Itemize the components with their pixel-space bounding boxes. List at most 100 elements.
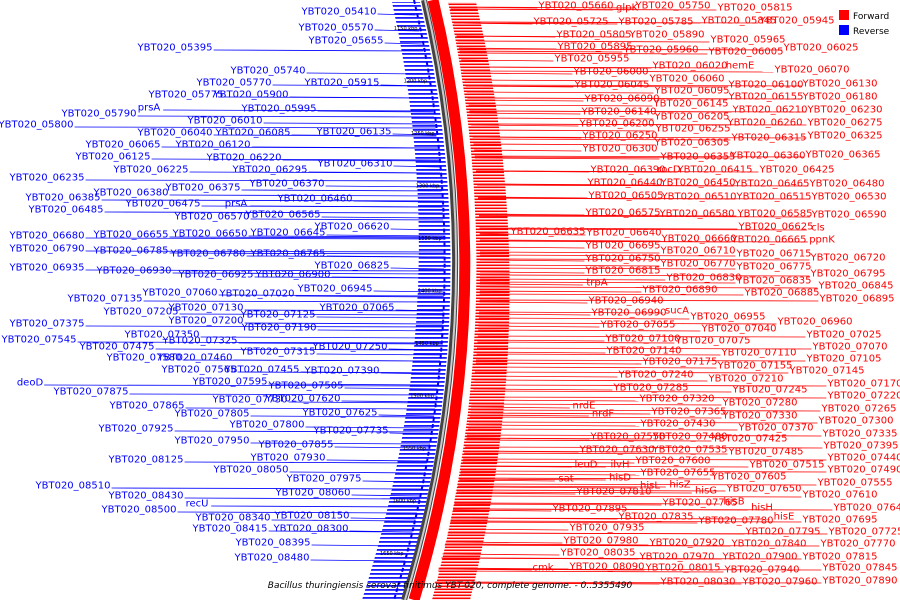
forward-connector	[479, 228, 807, 231]
forward-gene-label: YBT020_06045	[574, 80, 650, 91]
reverse-gene-label: YBT020_06765	[250, 249, 326, 260]
forward-gene-label: ilvH	[611, 460, 630, 471]
forward-gene-label: YBT020_07265	[821, 404, 897, 415]
forward-gene-label: YBT020_07145	[789, 366, 865, 377]
kbp-tick-label: 1550 kbp	[403, 446, 427, 452]
forward-strand-band	[432, 2, 510, 600]
forward-connector	[434, 581, 822, 584]
forward-connector	[450, 521, 698, 524]
forward-connector	[477, 347, 812, 350]
reverse-gene-label: YBT020_07475	[79, 342, 155, 353]
forward-connector	[441, 557, 722, 560]
forward-gene-label: YBT020_05660	[538, 1, 614, 12]
reverse-gene-label: YBT020_07130	[168, 303, 244, 314]
forward-connector	[480, 267, 736, 270]
forward-connector	[465, 84, 802, 87]
forward-connector	[479, 227, 738, 230]
forward-connector	[457, 40, 710, 43]
forward-connector	[434, 582, 742, 585]
forward-gene-label: YBT020_07935	[569, 523, 645, 534]
forward-connector	[437, 570, 724, 573]
forward-connector	[470, 409, 821, 412]
reverse-gene-label: YBT020_07595	[192, 377, 268, 388]
reverse-connector	[129, 393, 437, 396]
legend-forward-label: Forward	[853, 12, 889, 22]
reverse-gene-label: YBT020_08050	[213, 465, 289, 476]
forward-gene-label: hisB	[723, 497, 744, 508]
reverse-gene-label: YBT020_05395	[137, 43, 213, 54]
forward-connector	[480, 258, 810, 261]
forward-gene-label: YBT020_06885	[744, 288, 820, 299]
forward-gene-label: YBT020_06300	[582, 144, 658, 155]
forward-connector	[474, 371, 789, 374]
genome-backbone	[362, 0, 510, 600]
reverse-gene-label: YBT020_07875	[53, 387, 129, 398]
reverse-gene-label: YBT020_08395	[235, 538, 311, 549]
reverse-connector	[250, 218, 444, 221]
forward-gene-label: cls	[811, 223, 825, 234]
forward-gene-label: YBT020_05955	[554, 54, 630, 65]
forward-gene-label: glpK	[616, 3, 638, 14]
reverse-gene-label: YBT020_06790	[9, 244, 85, 255]
reverse-connector	[85, 250, 445, 253]
reverse-gene-label: YBT020_07805	[174, 409, 250, 420]
forward-gene-label: YBT020_06580	[659, 209, 735, 220]
forward-connector	[478, 197, 811, 200]
forward-connector	[477, 335, 806, 338]
forward-connector	[450, 6, 635, 9]
forward-gene-label: YBT020_06575	[585, 208, 661, 219]
reverse-gene-label: YBT020_08300	[273, 524, 349, 535]
forward-gene-label: YBT020_07795	[745, 527, 821, 538]
forward-gene-label: YBT020_06200	[579, 119, 655, 130]
forward-connector	[470, 117, 654, 120]
forward-gene-label: YBT020_06990	[591, 308, 667, 319]
forward-gene-label: YBT020_07600	[635, 456, 711, 467]
reverse-connector	[155, 348, 442, 351]
forward-connector	[479, 286, 818, 289]
forward-connector	[456, 35, 629, 38]
forward-gene-label: YBT020_07835	[618, 512, 694, 523]
reverse-connector	[101, 199, 443, 202]
forward-gene-label: YBT020_07395	[823, 441, 899, 452]
reverse-gene-label: YBT020_05740	[230, 66, 306, 77]
reverse-connector	[85, 179, 441, 182]
reverse-gene-label: YBT020_06655	[93, 230, 169, 241]
kbp-tick-label: 1450 kbp	[415, 341, 439, 347]
forward-gene-label: YBT020_07240	[618, 370, 694, 381]
forward-gene-label: YBT020_07655	[640, 468, 716, 479]
forward-gene-label: trpA	[586, 278, 607, 289]
forward-gene-label: YBT020_06940	[588, 296, 664, 307]
reverse-gene-label: YBT020_06930	[96, 266, 172, 277]
reverse-gene-label: YBT020_07565	[161, 365, 237, 376]
forward-gene-label: YBT020_07055	[600, 320, 676, 331]
forward-gene-label: cmk	[532, 563, 553, 574]
reverse-connector	[169, 236, 444, 239]
forward-connector	[469, 416, 722, 419]
forward-gene-label: YBT020_06815	[585, 266, 661, 277]
forward-gene-label: YBT020_05890	[629, 30, 705, 41]
kbp-tick-label: 1300 kbp	[416, 184, 440, 190]
forward-connector	[479, 281, 736, 284]
forward-connector	[476, 353, 721, 356]
forward-gene-label: ppnK	[809, 235, 835, 246]
reverse-connector	[163, 109, 434, 112]
forward-gene-label: YBT020_06210	[732, 105, 808, 116]
reverse-gene-label: YBT020_08500	[101, 505, 177, 516]
reverse-gene-label: YBT020_07020	[219, 289, 295, 300]
forward-gene-label: YBT020_05785	[618, 17, 694, 28]
reverse-gene-label: YBT020_06565	[245, 210, 321, 221]
forward-gene-label: leuD	[575, 460, 598, 471]
forward-gene-label: YBT020_07810	[576, 487, 652, 498]
reverse-gene-label: YBT020_08060	[275, 488, 351, 499]
forward-gene-label: YBT020_06000	[573, 67, 649, 78]
connector-lines	[44, 6, 833, 585]
reverse-gene-label: deoD	[17, 378, 44, 389]
forward-connector	[465, 85, 728, 88]
forward-gene-label: YBT020_07695	[802, 515, 878, 526]
forward-gene-label: hisG	[695, 486, 717, 497]
reverse-gene-label: YBT020_07620	[265, 394, 341, 405]
forward-connector	[463, 70, 774, 73]
forward-connector	[474, 379, 708, 382]
forward-gene-label: hisD	[609, 473, 631, 484]
reverse-connector	[85, 237, 444, 240]
